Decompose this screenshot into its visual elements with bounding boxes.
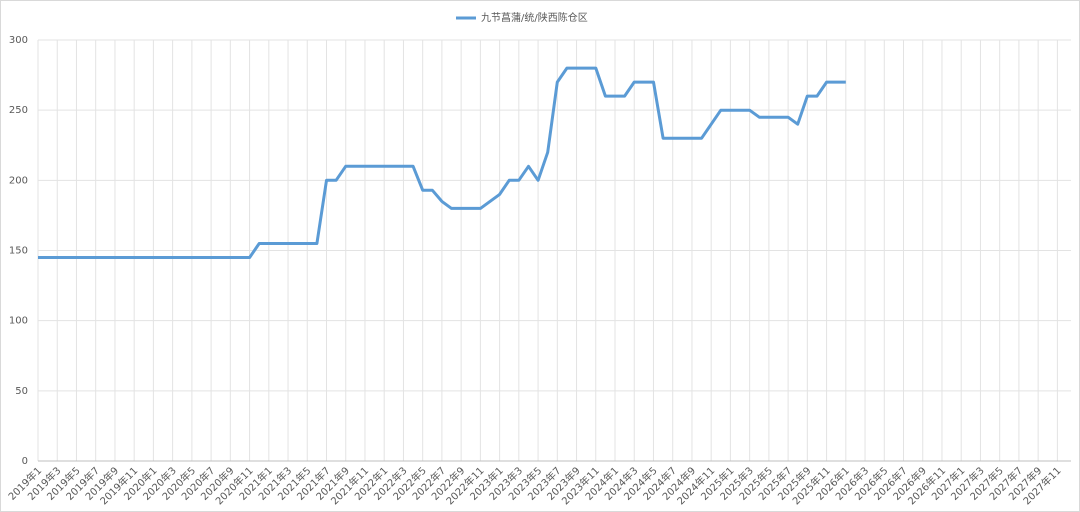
y-tick-label: 150	[9, 246, 28, 257]
y-tick-label: 250	[9, 105, 28, 116]
series-line	[38, 66, 846, 259]
y-tick-label: 0	[22, 456, 28, 467]
y-tick-label: 50	[15, 386, 28, 397]
y-tick-label: 100	[9, 316, 28, 327]
y-tick-label: 200	[9, 175, 28, 186]
y-tick-label: 300	[9, 35, 28, 46]
legend-label: 九节菖蒲/统/陕西陈仓区	[481, 11, 588, 24]
